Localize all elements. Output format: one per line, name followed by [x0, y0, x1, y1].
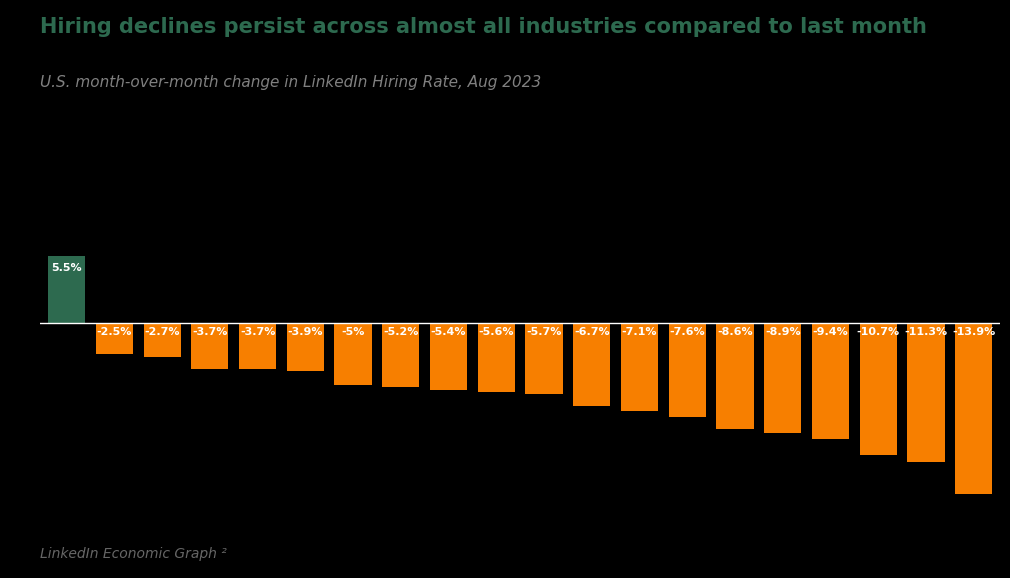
Bar [621, 324, 659, 411]
Text: -5.2%: -5.2% [383, 327, 418, 337]
Bar [955, 324, 992, 494]
Bar [669, 324, 706, 417]
Text: -7.1%: -7.1% [622, 327, 658, 337]
Bar [382, 324, 419, 387]
Bar [96, 324, 133, 354]
Bar [287, 324, 324, 372]
Bar [48, 256, 85, 324]
Text: LinkedIn Economic Graph ²: LinkedIn Economic Graph ² [40, 547, 227, 561]
Text: -3.9%: -3.9% [288, 327, 323, 337]
Text: -3.7%: -3.7% [240, 327, 276, 337]
Bar [478, 324, 515, 392]
Bar [430, 324, 468, 390]
Bar [191, 324, 228, 369]
Text: -5.7%: -5.7% [526, 327, 562, 337]
Bar [573, 324, 610, 406]
Text: -3.7%: -3.7% [192, 327, 227, 337]
Bar [334, 324, 372, 385]
Bar [716, 324, 753, 429]
Text: -5.4%: -5.4% [431, 327, 467, 337]
Bar [525, 324, 563, 394]
Text: -8.6%: -8.6% [717, 327, 752, 337]
Bar [239, 324, 276, 369]
Text: -13.9%: -13.9% [952, 327, 995, 337]
Text: -10.7%: -10.7% [856, 327, 900, 337]
Text: -8.9%: -8.9% [765, 327, 801, 337]
Bar [765, 324, 801, 433]
Text: -5.6%: -5.6% [479, 327, 514, 337]
Text: -2.7%: -2.7% [144, 327, 180, 337]
Text: -6.7%: -6.7% [574, 327, 610, 337]
Text: 5.5%: 5.5% [52, 263, 82, 273]
Text: -5%: -5% [341, 327, 365, 337]
Bar [860, 324, 897, 455]
Text: Hiring declines persist across almost all industries compared to last month: Hiring declines persist across almost al… [40, 17, 927, 38]
Bar [907, 324, 944, 462]
Text: U.S. month-over-month change in LinkedIn Hiring Rate, Aug 2023: U.S. month-over-month change in LinkedIn… [40, 75, 541, 90]
Text: -9.4%: -9.4% [813, 327, 848, 337]
Bar [812, 324, 849, 439]
Text: -2.5%: -2.5% [97, 327, 132, 337]
Text: -7.6%: -7.6% [670, 327, 705, 337]
Text: -11.3%: -11.3% [904, 327, 947, 337]
Bar [143, 324, 181, 357]
